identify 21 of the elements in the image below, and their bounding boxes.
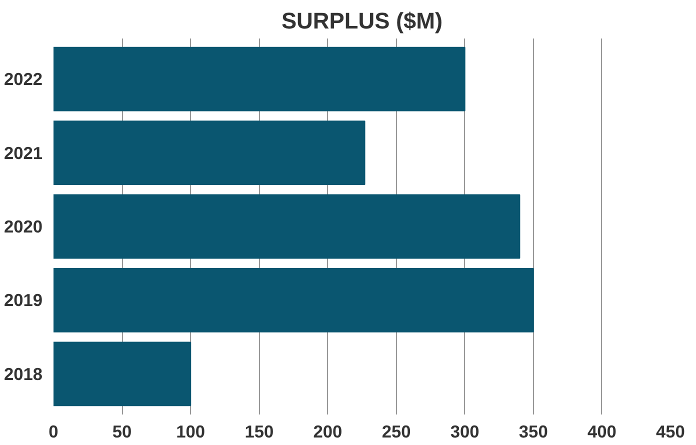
- x-tick-label: 300: [450, 422, 480, 442]
- x-tick-label: 100: [176, 422, 206, 442]
- y-tick-label: 2021: [4, 142, 43, 163]
- x-tick-label: 150: [244, 422, 274, 442]
- y-tick-label: 2020: [4, 216, 43, 236]
- bar: [54, 342, 192, 406]
- x-tick-label: 450: [656, 422, 685, 442]
- bar: [54, 194, 520, 259]
- bar: [54, 46, 466, 112]
- chart-title: SURPLUS ($M): [281, 8, 443, 34]
- x-tick-label: 400: [587, 422, 616, 442]
- x-tick-label: 200: [313, 422, 342, 442]
- x-tick-label: 0: [48, 422, 58, 442]
- bar: [54, 120, 366, 185]
- y-tick-label: 2019: [4, 290, 43, 310]
- x-tick-label: 50: [112, 422, 132, 442]
- bar: [54, 268, 534, 332]
- y-tick-label: 2018: [4, 364, 43, 384]
- x-tick-label: 350: [518, 422, 548, 442]
- x-tick-label: 250: [382, 422, 411, 442]
- y-tick-label: 2022: [4, 69, 43, 90]
